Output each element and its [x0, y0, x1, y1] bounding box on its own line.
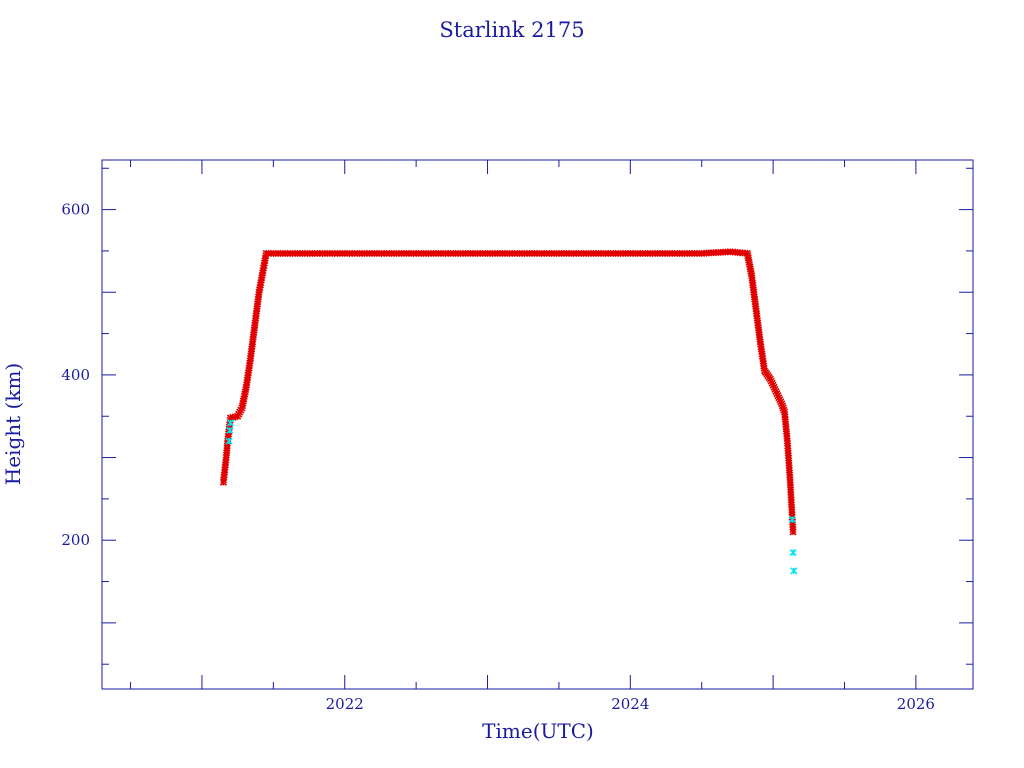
data-points	[219, 248, 798, 575]
axis-ticks	[102, 160, 973, 689]
chart-title: Starlink 2175	[439, 18, 584, 42]
y-tick-label: 600	[61, 201, 90, 219]
y-tick-label: 200	[61, 531, 90, 549]
data-point	[789, 549, 797, 557]
data-point	[225, 437, 233, 445]
y-axis-label: Height (km)	[1, 363, 25, 485]
y-tick-label: 400	[61, 366, 90, 384]
data-point	[226, 419, 235, 427]
x-tick-label: 2022	[326, 695, 364, 713]
data-point	[788, 515, 796, 524]
data-point	[789, 528, 797, 536]
data-point	[790, 567, 798, 575]
x-tick-label: 2024	[611, 695, 649, 713]
x-axis-label: Time(UTC)	[482, 719, 594, 743]
plot-frame	[101, 159, 974, 690]
tick-labels: 2022 2024 2026 200 400 600	[61, 201, 935, 713]
data-point	[226, 426, 234, 434]
x-tick-label: 2026	[897, 695, 935, 713]
